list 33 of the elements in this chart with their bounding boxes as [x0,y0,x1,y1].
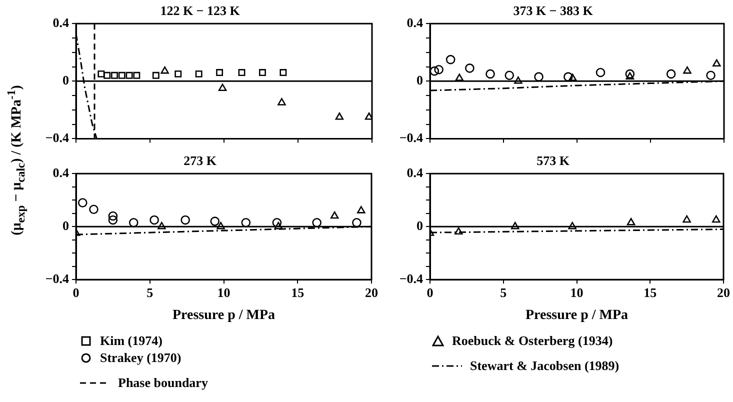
x-tick-label: 20 [365,284,378,300]
y-tick-label: −0.4 [45,130,70,146]
x-tick-label: 20 [717,284,730,300]
text: Strakey (1970) [100,350,182,366]
legend-label: Roebuck & Osterberg (1934) [452,332,613,348]
y-tick-label: 0.4 [52,164,70,180]
x-tick-label: 10 [217,284,230,300]
x-tick-label: 0 [426,284,434,300]
x-tick-label: 0 [72,284,80,300]
y-tick-label: −0.4 [399,130,424,146]
y-tick-label: 0.4 [406,14,424,30]
x-axis-title: Pressure p / MPa [525,308,628,324]
y-tick-label: 0 [62,72,69,88]
y-tick-label: 0 [416,218,423,233]
chart-title: 122 K − 123 K [160,3,241,18]
x-axis-title: Pressure p / MPa [172,308,276,324]
y-tick-label: 0 [416,72,423,88]
chart-title: 373 K − 383 K [513,3,594,18]
y-tick-label: −0.4 [45,270,70,286]
legend-label: Kim (1974) [100,332,162,348]
y-tick-label: −0.4 [399,270,424,286]
x-tick-label: 5 [500,284,508,300]
y-tick-label: 0.4 [406,164,424,180]
y-tick-label: 0.4 [52,14,70,30]
x-tick-label: 5 [146,284,154,300]
chart-title: 573 K [536,153,570,168]
x-tick-label: 15 [644,284,658,300]
x-tick-label: 15 [291,284,305,300]
chart-title: 273 K [184,153,218,168]
x-tick-label: 10 [570,284,584,300]
y-tick-label: 0 [62,218,69,233]
legend-label: Stewart & Jacobsen (1989) [470,358,620,374]
legend-label: Phase boundary [118,374,208,390]
